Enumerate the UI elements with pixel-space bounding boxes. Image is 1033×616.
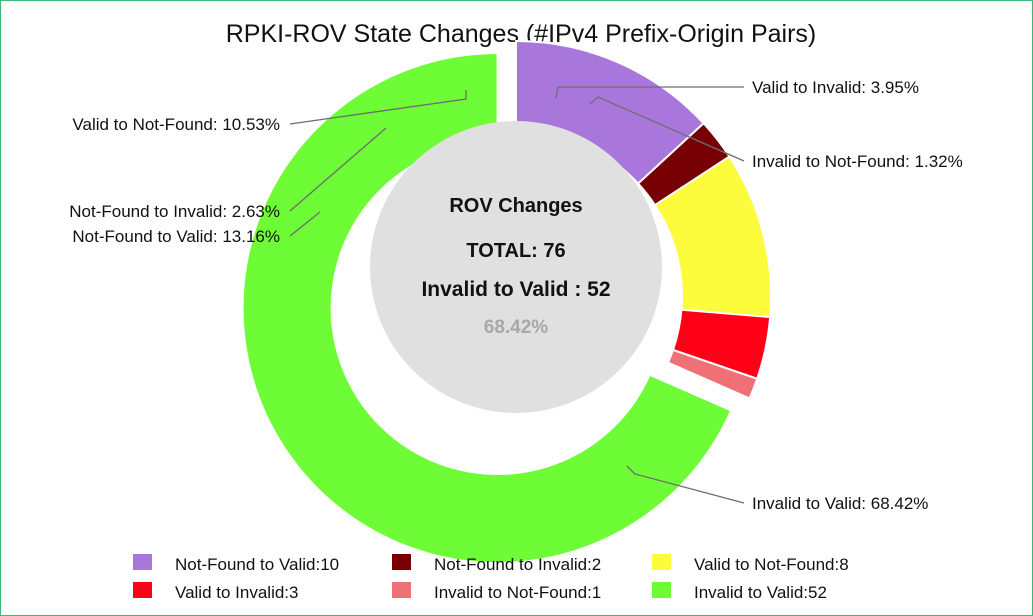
leader-lines: [289, 86, 745, 504]
leader-line: [289, 211, 321, 237]
slice-label: Not-Found to Invalid: 2.63%: [69, 202, 280, 221]
slice-label: Valid to Not-Found: 10.53%: [72, 115, 280, 134]
donut-slices: [241, 39, 772, 564]
center-highlight-percent: 68.42%: [484, 317, 549, 338]
legend-label[interactable]: Not-Found to Valid:10: [175, 555, 339, 574]
legend: Not-Found to Valid:10 Not-Found to Invali…: [133, 554, 849, 602]
legend-swatch: [652, 582, 671, 598]
leader-line: [626, 465, 745, 504]
slice-label: Invalid to Not-Found: 1.32%: [752, 152, 963, 171]
leader-line: [289, 127, 387, 212]
legend-swatch: [133, 554, 152, 570]
slice-label: Not-Found to Valid: 13.16%: [72, 227, 280, 246]
legend-swatch: [392, 582, 411, 598]
slice-label: Invalid to Valid: 68.42%: [752, 494, 928, 513]
legend-swatch: [133, 582, 152, 598]
slice-invalid-to-not-found[interactable]: [666, 348, 759, 400]
slice-label: Valid to Invalid: 3.95%: [752, 78, 919, 97]
center-highlight: Invalid to Valid : 52: [421, 278, 610, 301]
slice-invalid-to-valid[interactable]: [241, 52, 733, 564]
leader-line: [555, 86, 744, 99]
legend-swatch: [392, 554, 411, 570]
leader-line: [589, 96, 745, 162]
slice-labels: Not-Found to Valid: 13.16% Not-Found to I…: [69, 78, 962, 513]
legend-label[interactable]: Not-Found to Invalid:2: [434, 555, 601, 574]
legend-label[interactable]: Invalid to Valid:52: [694, 583, 827, 602]
legend-label[interactable]: Invalid to Not-Found:1: [434, 583, 601, 602]
leader-line: [289, 90, 467, 125]
legend-label[interactable]: Valid to Invalid:3: [175, 583, 298, 602]
center-heading: ROV Changes: [449, 195, 582, 217]
legend-label[interactable]: Valid to Not-Found:8: [694, 555, 849, 574]
center-total: TOTAL: 76: [466, 240, 565, 262]
legend-swatch: [652, 554, 671, 570]
center-disc: [370, 121, 662, 413]
